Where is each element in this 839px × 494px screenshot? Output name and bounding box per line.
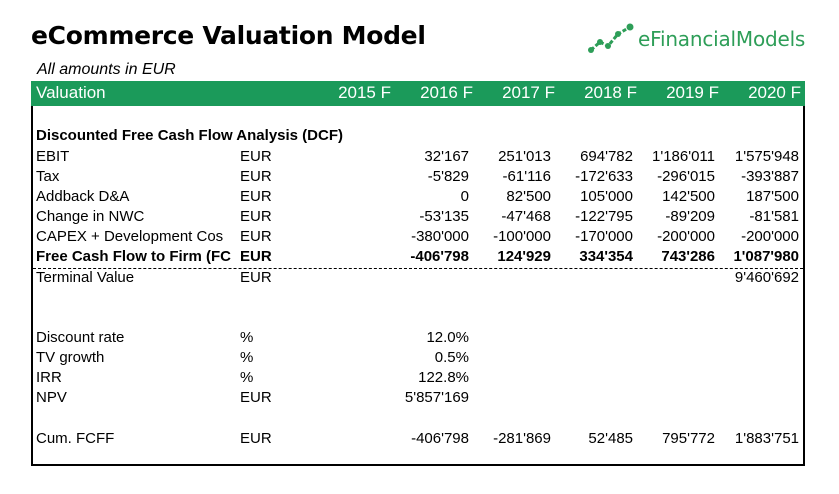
cell-value: 9'460'692 <box>734 269 799 286</box>
rising-chart-icon <box>588 23 634 53</box>
cell-value: -406'798 <box>411 430 469 447</box>
header-year: 2017 F <box>502 83 555 102</box>
row-label: Tax <box>36 168 60 185</box>
table-row: Tax EUR -5'829 -61'116 -172'633 -296'015… <box>31 167 805 187</box>
row-unit: EUR <box>240 430 272 447</box>
page-title: eCommerce Valuation Model <box>31 21 426 50</box>
row-label: Free Cash Flow to Firm (FC <box>36 248 232 265</box>
cell-value: -380'000 <box>411 228 469 245</box>
row-unit: EUR <box>240 168 272 185</box>
logo-name: FinancialModels <box>650 27 806 51</box>
metric-value: 5'857'169 <box>404 389 469 406</box>
cell-value: 52'485 <box>588 430 633 447</box>
row-unit: EUR <box>240 148 272 165</box>
row-label: EBIT <box>36 148 70 165</box>
header-label: Valuation <box>36 83 106 102</box>
cell-value: -81'581 <box>749 208 799 225</box>
table-row-total: Free Cash Flow to Firm (FC EUR -406'798 … <box>31 247 805 267</box>
cell-value: -5'829 <box>427 168 469 185</box>
cell-value: -53'135 <box>419 208 469 225</box>
metric-unit: % <box>240 329 254 346</box>
cell-value: -47'468 <box>501 208 551 225</box>
header-year: 2020 F <box>748 83 801 102</box>
section-title-text: Discounted Free Cash Flow Analysis (DCF) <box>36 127 343 144</box>
cell-value: -406'798 <box>410 248 469 265</box>
row-divider <box>33 268 803 269</box>
table-frame <box>31 81 805 466</box>
company-logo: eFinancialModels <box>588 22 808 56</box>
cell-value: 142'500 <box>662 188 715 205</box>
metric-value: 122.8% <box>418 369 469 386</box>
table-row: Cum. FCFF EUR -406'798 -281'869 52'485 7… <box>31 429 805 449</box>
header-year: 2016 F <box>420 83 473 102</box>
row-unit: EUR <box>240 188 272 205</box>
cell-value: 1'186'011 <box>651 148 715 165</box>
cell-value: 0 <box>460 188 469 205</box>
metric-label: IRR <box>36 369 62 386</box>
metric-row: IRR % 122.8% <box>31 368 805 388</box>
cell-value: -170'000 <box>575 228 633 245</box>
metric-unit: % <box>240 369 254 386</box>
header-year: 2018 F <box>584 83 637 102</box>
cell-value: 743'286 <box>661 248 715 265</box>
cell-value: -100'000 <box>493 228 551 245</box>
cell-value: -122'795 <box>575 208 633 225</box>
row-unit: EUR <box>240 269 272 286</box>
row-label: CAPEX + Development Cos <box>36 228 224 245</box>
cell-value: 105'000 <box>580 188 633 205</box>
row-label: Change in NWC <box>36 208 145 225</box>
cell-value: -296'015 <box>657 168 715 185</box>
metric-label: TV growth <box>36 349 105 366</box>
metric-unit: EUR <box>240 389 272 406</box>
cell-value: 694'782 <box>580 148 633 165</box>
cell-value: 334'354 <box>579 248 633 265</box>
logo-text: eFinancialModels <box>638 27 805 51</box>
metric-row: Discount rate % 12.0% <box>31 328 805 348</box>
table-row: CAPEX + Development Cos EUR -380'000 -10… <box>31 227 805 247</box>
row-unit: EUR <box>240 248 272 265</box>
cell-value: -200'000 <box>657 228 715 245</box>
cell-value: -89'209 <box>665 208 715 225</box>
cell-value: -281'869 <box>493 430 551 447</box>
metric-row: TV growth % 0.5% <box>31 348 805 368</box>
table-row: EBIT EUR 32'167 251'013 694'782 1'186'01… <box>31 147 805 167</box>
cell-value: -393'887 <box>741 168 799 185</box>
cell-value: -172'633 <box>575 168 633 185</box>
row-unit: EUR <box>240 228 272 245</box>
header-year: 2015 F <box>338 83 391 102</box>
cell-value: 187'500 <box>746 188 799 205</box>
cell-value: 1'575'948 <box>734 148 799 165</box>
table-row: Terminal Value EUR 9'460'692 <box>31 268 805 288</box>
row-label: Addback D&A <box>36 188 130 205</box>
cell-value: -200'000 <box>741 228 799 245</box>
table-header: Valuation 2015 F 2016 F 2017 F 2018 F 20… <box>31 81 805 106</box>
row-unit: EUR <box>240 208 272 225</box>
metric-row: NPV EUR 5'857'169 <box>31 388 805 408</box>
cell-value: -61'116 <box>502 168 551 185</box>
cell-value: 795'772 <box>662 430 715 447</box>
cell-value: 124'929 <box>497 248 551 265</box>
logo-prefix: e <box>638 27 651 51</box>
header-year: 2019 F <box>666 83 719 102</box>
metric-value: 12.0% <box>426 329 469 346</box>
cell-value: 82'500 <box>506 188 551 205</box>
cell-value: 251'013 <box>498 148 551 165</box>
row-label: Cum. FCFF <box>36 430 115 447</box>
metric-value: 0.5% <box>434 349 469 366</box>
row-label: Terminal Value <box>36 269 135 286</box>
cell-value: 1'087'980 <box>733 248 799 265</box>
section-title: Discounted Free Cash Flow Analysis (DCF) <box>31 126 805 146</box>
metric-label: Discount rate <box>36 329 125 346</box>
metric-unit: % <box>240 349 254 366</box>
page-subtitle: All amounts in EUR <box>37 61 176 78</box>
table-row: Change in NWC EUR -53'135 -47'468 -122'7… <box>31 207 805 227</box>
cell-value: 1'883'751 <box>734 430 799 447</box>
table-row: Addback D&A EUR 0 82'500 105'000 142'500… <box>31 187 805 207</box>
metric-label: NPV <box>36 389 67 406</box>
cell-value: 32'167 <box>424 148 469 165</box>
